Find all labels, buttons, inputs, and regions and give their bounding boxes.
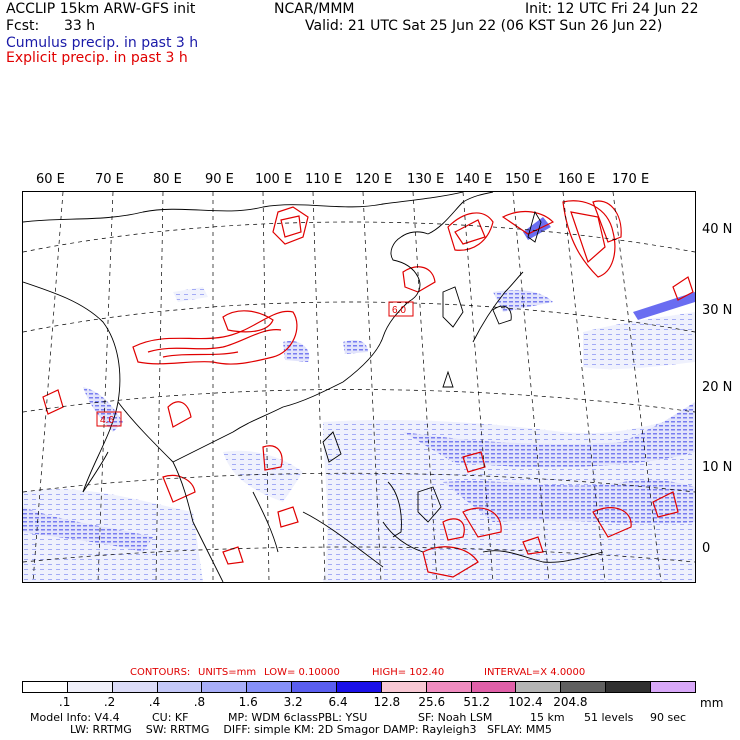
lon-label: 120 E <box>355 172 393 187</box>
colorbar-cell <box>202 682 248 692</box>
lat-label: 20 N <box>702 380 733 395</box>
max-box-india <box>96 411 122 427</box>
lon-label: 170 E <box>612 172 650 187</box>
precip-map: 4.6 6.0 <box>22 191 696 583</box>
contours-high: HIGH= 102.40 <box>372 667 445 678</box>
colorbar-tick-label: 204.8 <box>553 695 588 709</box>
contours-units: UNITS=mm <box>198 667 257 678</box>
explicit-precip-layer <box>42 200 694 578</box>
lon-label: 140 E <box>455 172 493 187</box>
colorbar-tick-label: 25.6 <box>418 695 446 709</box>
colorbar-cell <box>337 682 382 692</box>
lon-label: 110 E <box>305 172 343 187</box>
colorbar-cell <box>67 682 113 692</box>
precip-colorbar <box>22 681 696 693</box>
max-label-india: 4.6 <box>100 415 114 426</box>
max-box-korea <box>388 301 414 317</box>
model-info-item: SF: Noah LSM <box>418 711 493 724</box>
colorbar-cell <box>651 682 695 692</box>
colorbar-tick-label: 3.2 <box>283 695 303 709</box>
colorbar-cell <box>381 682 427 692</box>
colorbar-tick-label: 51.2 <box>463 695 491 709</box>
lon-label: 130 E <box>407 172 445 187</box>
model-info-item: Model Info: V4.4 <box>30 711 120 724</box>
model-info-item: MP: WDM 6class <box>228 711 318 724</box>
colorbar-tick-label: .2 <box>103 695 116 709</box>
colorbar-cell <box>112 682 158 692</box>
cumulus-legend: Cumulus precip. in past 3 h <box>6 35 199 51</box>
explicit-legend: Explicit precip. in past 3 h <box>6 50 188 66</box>
colorbar-tick-label: .8 <box>193 695 206 709</box>
fcst-label: Fcst: <box>6 18 40 34</box>
lon-label: 90 E <box>205 172 234 187</box>
latlon-grid <box>23 192 695 582</box>
max-label-korea: 6.0 <box>392 305 406 316</box>
colorbar-cell <box>561 682 607 692</box>
valid-time: Valid: 21 UTC Sat 25 Jun 22 (06 KST Sun … <box>305 18 663 34</box>
lon-label: 60 E <box>36 172 65 187</box>
colorbar-tick-label: 102.4 <box>508 695 543 709</box>
colorbar-unit: mm <box>700 696 724 710</box>
lon-label: 80 E <box>153 172 182 187</box>
max-markers: 4.6 6.0 <box>96 301 414 427</box>
lat-label: 40 N <box>702 222 733 237</box>
map-canvas: 4.6 6.0 <box>23 192 695 582</box>
model-info-item: 51 levels <box>584 711 634 724</box>
colorbar-tick-label: 6.4 <box>328 695 348 709</box>
lon-label: 160 E <box>558 172 596 187</box>
model-info-item: 15 km <box>530 711 565 724</box>
lon-label: 70 E <box>95 172 124 187</box>
lat-label: 30 N <box>702 303 733 318</box>
colorbar-cell <box>157 682 203 692</box>
colorbar-cell <box>23 682 68 692</box>
fcst-value: 33 h <box>64 18 96 34</box>
colorbar-cell <box>606 682 652 692</box>
model-info-item: PBL: YSU <box>318 711 368 724</box>
colorbar-tick-label: .4 <box>148 695 161 709</box>
lon-label: 150 E <box>505 172 543 187</box>
model-info-item: CU: KF <box>152 711 189 724</box>
physics-info-line: LW: RRTMG SW: RRTMG DIFF: simple KM: 2D … <box>70 723 552 736</box>
colorbar-cell <box>426 682 472 692</box>
contours-interval: INTERVAL=X 4.0000 <box>484 667 586 678</box>
colorbar-cell <box>471 682 517 692</box>
init-time: Init: 12 UTC Fri 24 Jun 22 <box>525 1 699 17</box>
lat-label: 10 N <box>702 460 733 475</box>
model-info-item: 90 sec <box>650 711 687 724</box>
colorbar-tick-label: 1.6 <box>238 695 258 709</box>
colorbar-tick-label: 12.8 <box>373 695 401 709</box>
lat-label: 0 <box>702 541 711 556</box>
org-label: NCAR/MMM <box>274 1 355 17</box>
model-title: ACCLIP 15km ARW-GFS init <box>6 1 196 17</box>
contours-low: LOW= 0.10000 <box>264 667 340 678</box>
lon-label: 100 E <box>255 172 293 187</box>
contours-title: CONTOURS: <box>130 667 191 678</box>
colorbar-cell <box>516 682 562 692</box>
coastlines <box>23 192 604 582</box>
cumulus-precip-layer <box>23 217 695 582</box>
colorbar-tick-label: .1 <box>58 695 71 709</box>
colorbar-cell <box>292 682 338 692</box>
colorbar-cell <box>247 682 293 692</box>
